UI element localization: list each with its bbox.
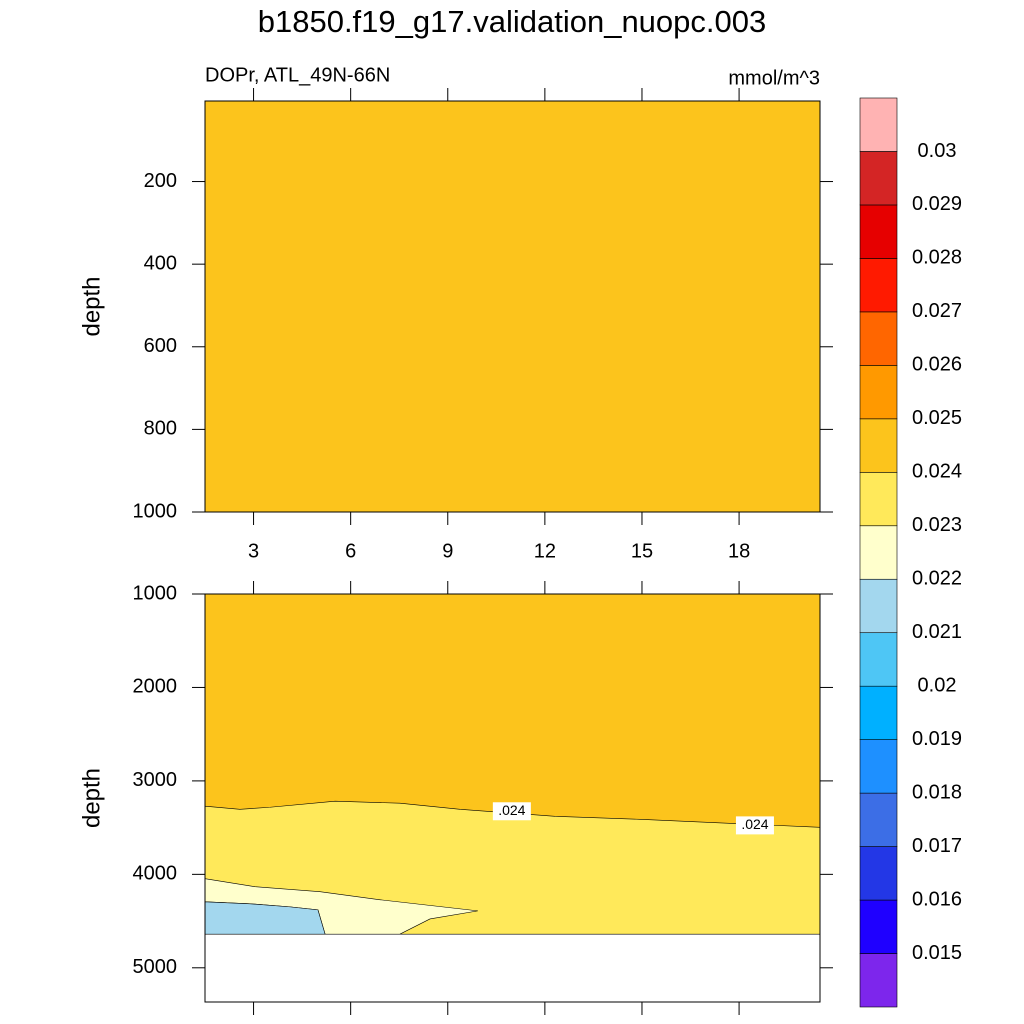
colorbar-box (859, 846, 898, 901)
contour-region (205, 101, 820, 512)
colorbar-label: 0.022 (912, 568, 962, 590)
left-label: DOPr, ATL_49N-66N (205, 64, 390, 86)
contour-label-bg (735, 816, 774, 835)
colorbar-box (859, 365, 898, 420)
contour-label: .024 (741, 816, 768, 832)
y-tick-label: 2000 (133, 676, 178, 698)
colorbar-box (859, 739, 898, 794)
colorbar-label: 0.016 (912, 888, 962, 910)
colorbar-label: 0.02 (918, 674, 957, 696)
x-tick-label: 3 (248, 540, 259, 562)
y-tick-label: 600 (144, 335, 177, 357)
colorbar-label: 0.021 (912, 621, 962, 643)
colorbar-box (859, 632, 898, 687)
colorbar-label: 0.028 (912, 247, 962, 269)
colorbar-label: 0.029 (912, 193, 962, 215)
colorbar-label: 0.026 (912, 354, 962, 376)
colorbar-box (859, 97, 898, 152)
x-tick-label: 12 (534, 540, 556, 562)
units-label: mmol/m^3 (728, 67, 820, 89)
x-tick-label: 9 (442, 540, 453, 562)
y-tick-label: 800 (144, 418, 177, 440)
colorbar-label: 0.015 (912, 942, 962, 964)
x-tick-label: 18 (728, 540, 750, 562)
y-axis-label: depth (78, 768, 105, 828)
colorbar-box (859, 418, 898, 473)
colorbar-label: 0.019 (912, 728, 962, 750)
y-tick-label: 400 (144, 252, 177, 274)
contour-label-bg (492, 802, 531, 821)
y-axis-label: depth (78, 276, 105, 336)
colorbar-box (859, 471, 898, 527)
colorbar-box (859, 953, 898, 1008)
colorbar-box (859, 792, 898, 847)
x-tick-label: 6 (345, 540, 356, 562)
contour-label: .024 (498, 802, 525, 818)
colorbar-label: 0.018 (912, 781, 962, 803)
colorbar-box (859, 258, 898, 313)
y-tick-label: 1000 (133, 582, 178, 604)
plot-frame (204, 100, 821, 513)
colorbar-label: 0.017 (912, 835, 962, 857)
y-tick-label: 3000 (133, 769, 178, 791)
y-tick-label: 5000 (133, 956, 178, 978)
colorbar-box (859, 685, 898, 740)
colorbar-box (859, 311, 898, 366)
colorbar-box (859, 151, 898, 206)
chart-title: b1850.f19_g17.validation_nuopc.003 (258, 4, 767, 39)
y-tick-label: 200 (144, 170, 177, 192)
y-tick-label: 4000 (133, 863, 178, 885)
colorbar-box (859, 578, 898, 634)
colorbar-box (859, 204, 898, 259)
plot-frame (204, 593, 821, 1003)
colorbar-label: 0.024 (912, 461, 962, 483)
colorbar-label: 0.03 (918, 140, 957, 162)
y-tick-label: 1000 (133, 500, 178, 522)
colorbar-label: 0.025 (912, 407, 962, 429)
colorbar-label: 0.023 (912, 514, 962, 536)
colorbar-label: 0.027 (912, 300, 962, 322)
colorbar-box (859, 525, 898, 580)
x-tick-label: 15 (631, 540, 653, 562)
colorbar-box (859, 899, 898, 954)
